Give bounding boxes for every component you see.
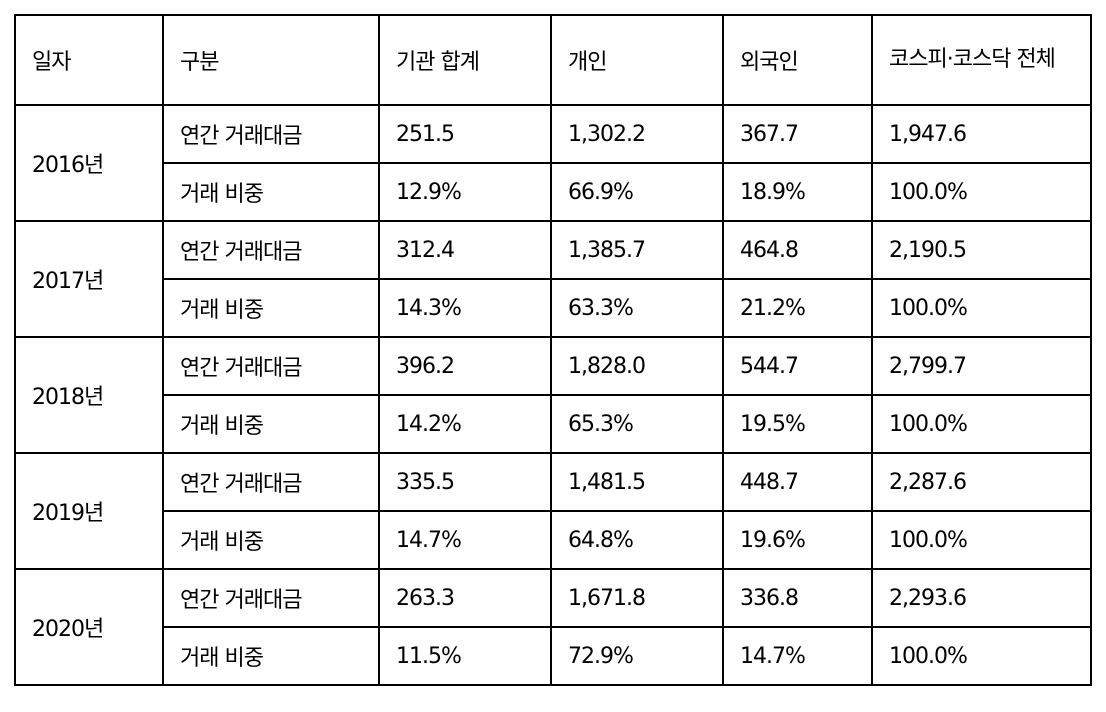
header-date: 일자 [14,14,164,106]
individual-cell: 1,828.0 [550,336,724,396]
individual-cell: 66.9% [550,162,724,222]
table-row: 거래 비중 11.5% 72.9% 14.7% 100.0% [15,626,1092,686]
individual-cell: 72.9% [550,626,724,686]
table-row: 2018년 연간 거래대금 396.2 1,828.0 544.7 2,799.… [14,336,1092,454]
total-cell: 100.0% [871,510,1092,570]
individual-cell: 1,302.2 [550,104,724,164]
table-row: 거래 비중 14.2% 65.3% 19.5% 100.0% [15,394,1092,454]
date-cell: 2020년 [14,568,164,686]
table-header: 일자 구분 기관 합계 개인 외국인 코스피·코스닥 전체 [14,14,1092,106]
table-row: 거래 비중 14.3% 63.3% 21.2% 100.0% [15,278,1092,338]
foreign-cell: 21.2% [722,278,873,338]
category-cell: 거래 비중 [162,626,380,686]
category-cell: 거래 비중 [162,278,380,338]
date-cell: 2018년 [14,336,164,454]
foreign-cell: 19.6% [722,510,873,570]
header-category: 구분 [162,14,380,106]
institution-cell: 312.4 [378,220,552,280]
trading-volume-table: 일자 구분 기관 합계 개인 외국인 코스피·코스닥 전체 2016년 연간 거… [14,14,1092,686]
category-cell: 연간 거래대금 [162,104,380,164]
institution-cell: 263.3 [378,568,552,628]
table-row: 2019년 연간 거래대금 335.5 1,481.5 448.7 2,287.… [14,452,1092,570]
total-cell: 100.0% [871,394,1092,454]
category-cell: 연간 거래대금 [162,568,380,628]
table-row: 거래 비중 12.9% 66.9% 18.9% 100.0% [15,162,1092,222]
header-market-total: 코스피·코스닥 전체 [871,14,1092,106]
table-row: 거래 비중 14.7% 64.8% 19.6% 100.0% [15,510,1092,570]
foreign-cell: 19.5% [722,394,873,454]
individual-cell: 65.3% [550,394,724,454]
institution-cell: 11.5% [378,626,552,686]
institution-cell: 396.2 [378,336,552,396]
date-cell: 2019년 [14,452,164,570]
total-cell: 2,799.7 [871,336,1092,396]
date-cell: 2016년 [14,104,164,222]
header-institution-total: 기관 합계 [378,14,552,106]
category-cell: 거래 비중 [162,510,380,570]
institution-cell: 14.2% [378,394,552,454]
total-cell: 100.0% [871,162,1092,222]
total-cell: 1,947.6 [871,104,1092,164]
foreign-cell: 448.7 [722,452,873,512]
total-cell: 2,287.6 [871,452,1092,512]
individual-cell: 1,671.8 [550,568,724,628]
category-cell: 연간 거래대금 [162,452,380,512]
institution-cell: 251.5 [378,104,552,164]
foreign-cell: 14.7% [722,626,873,686]
institution-cell: 12.9% [378,162,552,222]
date-cell: 2017년 [14,220,164,338]
total-cell: 100.0% [871,278,1092,338]
foreign-cell: 336.8 [722,568,873,628]
table-row: 2020년 연간 거래대금 263.3 1,671.8 336.8 2,293.… [14,568,1092,686]
table-body: 2016년 연간 거래대금 251.5 1,302.2 367.7 1,947.… [14,104,1092,686]
table-row: 2016년 연간 거래대금 251.5 1,302.2 367.7 1,947.… [14,104,1092,222]
total-cell: 100.0% [871,626,1092,686]
category-cell: 연간 거래대금 [162,336,380,396]
institution-cell: 335.5 [378,452,552,512]
header-row: 일자 구분 기관 합계 개인 외국인 코스피·코스닥 전체 [14,14,1092,106]
individual-cell: 63.3% [550,278,724,338]
individual-cell: 64.8% [550,510,724,570]
foreign-cell: 464.8 [722,220,873,280]
header-foreign: 외국인 [722,14,873,106]
foreign-cell: 367.7 [722,104,873,164]
total-cell: 2,293.6 [871,568,1092,628]
institution-cell: 14.7% [378,510,552,570]
total-cell: 2,190.5 [871,220,1092,280]
category-cell: 거래 비중 [162,162,380,222]
individual-cell: 1,481.5 [550,452,724,512]
foreign-cell: 18.9% [722,162,873,222]
institution-cell: 14.3% [378,278,552,338]
category-cell: 거래 비중 [162,394,380,454]
individual-cell: 1,385.7 [550,220,724,280]
foreign-cell: 544.7 [722,336,873,396]
category-cell: 연간 거래대금 [162,220,380,280]
header-individual: 개인 [550,14,724,106]
table-row: 2017년 연간 거래대금 312.4 1,385.7 464.8 2,190.… [14,220,1092,338]
